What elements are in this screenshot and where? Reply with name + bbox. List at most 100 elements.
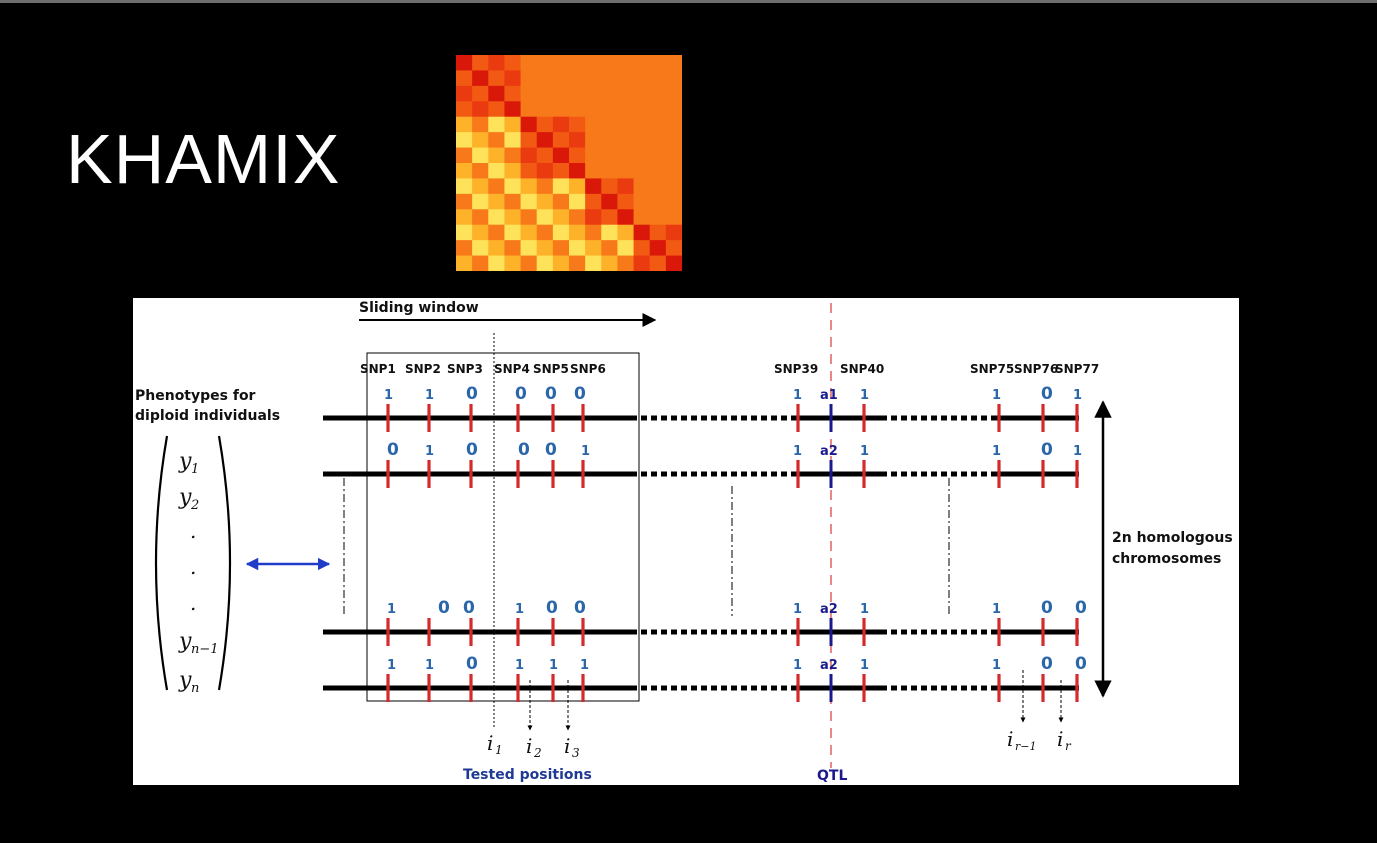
heatmap-cell <box>488 193 506 210</box>
heatmap-cell <box>472 178 489 195</box>
allele-value: 1 <box>860 658 869 673</box>
svg-text:i: i <box>487 731 493 755</box>
heatmap-cell <box>665 209 682 226</box>
snp-label: SNP40 <box>840 362 884 376</box>
tested-positions-label: Tested positions <box>463 767 592 783</box>
heatmap-cell <box>504 163 522 180</box>
heatmap-cell <box>488 132 506 149</box>
heatmap-cell <box>552 193 570 210</box>
heatmap-cell <box>536 193 554 210</box>
heatmap-cell <box>649 163 667 180</box>
heatmap-cell <box>633 55 651 72</box>
heatmap-cell <box>488 240 506 257</box>
heatmap-cell <box>520 70 538 87</box>
svg-text:2: 2 <box>533 746 542 760</box>
heatmap-cell <box>488 101 506 118</box>
allele-value: 0 <box>466 654 478 674</box>
svg-text:2: 2 <box>190 498 199 513</box>
allele-value: 1 <box>860 444 869 459</box>
heatmap-cell <box>536 116 554 133</box>
heatmap-cell <box>504 132 522 149</box>
heatmap-cell <box>520 101 538 118</box>
heatmap-cell <box>456 224 473 241</box>
heatmap-cell <box>472 255 489 271</box>
svg-text:1: 1 <box>495 743 503 757</box>
heatmap-cell <box>585 224 602 241</box>
heatmap-cell <box>601 193 619 210</box>
allele-value: 1 <box>992 602 1001 617</box>
heatmap-cell <box>536 240 554 257</box>
snp-label: SNP39 <box>774 362 818 376</box>
kinship-heatmap <box>456 55 682 271</box>
snp-label: SNP4 <box>494 362 530 376</box>
heatmap-cell <box>504 85 522 102</box>
heatmap-cell <box>617 163 635 180</box>
heatmap-cell <box>617 193 635 210</box>
top-border <box>0 0 1377 3</box>
allele-value: 0 <box>387 440 399 460</box>
heatmap-cell <box>633 132 651 149</box>
heatmap-cell <box>552 55 570 72</box>
heatmap-cell <box>456 193 473 210</box>
qtl-allele: a2 <box>820 658 838 673</box>
heatmap-cell <box>601 240 619 257</box>
heatmap-cell <box>536 163 554 180</box>
heatmap-cell <box>665 85 682 102</box>
sliding-window-label: Sliding window <box>359 300 479 316</box>
heatmap-cell <box>649 224 667 241</box>
heatmap-cell <box>633 85 651 102</box>
heatmap-cell <box>472 240 489 257</box>
heatmap-cell <box>601 116 619 133</box>
svg-text:n−1: n−1 <box>191 642 219 657</box>
allele-value: 0 <box>1075 598 1087 618</box>
ir-label: i r <box>1057 727 1072 753</box>
heatmap-cell <box>617 132 635 149</box>
heatmap-cell <box>472 70 489 87</box>
heatmap-cell <box>665 101 682 118</box>
heatmap-cell <box>472 209 489 226</box>
heatmap-cell <box>569 55 586 72</box>
heatmap-cell <box>552 178 570 195</box>
heatmap-cell <box>633 116 651 133</box>
allele-value: 1 <box>1073 388 1082 403</box>
allele-value: 1 <box>515 602 524 617</box>
allele-value: 0 <box>1041 654 1053 674</box>
heatmap-cell <box>601 132 619 149</box>
heatmap-cell <box>633 224 651 241</box>
heatmap-cell <box>617 240 635 257</box>
heatmap-cell <box>504 193 522 210</box>
heatmap-cell <box>520 116 538 133</box>
heatmap-cell <box>649 193 667 210</box>
heatmap-cell <box>649 178 667 195</box>
snp-labels: SNP1 SNP2 SNP3 SNP4 SNP5 SNP6 SNP39 SNP40 SNP75 S… <box>360 362 1099 376</box>
heatmap-cell <box>456 240 473 257</box>
heatmap-cell <box>617 147 635 164</box>
svg-text:i: i <box>1007 727 1013 751</box>
heatmap-cell <box>585 178 602 195</box>
heatmap-cell <box>520 163 538 180</box>
allele-value: 1 <box>549 658 558 673</box>
heatmap-cell <box>633 163 651 180</box>
heatmap-cell <box>633 101 651 118</box>
heatmap-cell <box>520 240 538 257</box>
allele-value: 0 <box>1075 654 1087 674</box>
heatmap-cell <box>504 255 522 271</box>
heatmap-cell <box>569 209 586 226</box>
heatmap-cell <box>472 147 489 164</box>
heatmap-cell <box>569 240 586 257</box>
heatmap-cell <box>456 209 473 226</box>
heatmap-cell <box>665 178 682 195</box>
heatmap-cell <box>488 55 506 72</box>
heatmap-cell <box>536 255 554 271</box>
snp-label: SNP2 <box>405 362 441 376</box>
heatmap-cell <box>456 70 473 87</box>
heatmap-cell <box>520 209 538 226</box>
heatmap-cell <box>633 70 651 87</box>
heatmap-cell <box>488 255 506 271</box>
heatmap-cell <box>617 209 635 226</box>
heatmap-cell <box>649 132 667 149</box>
heatmap-cell <box>601 85 619 102</box>
heatmap-cell <box>488 163 506 180</box>
allele-value: 0 <box>1041 384 1053 404</box>
heatmap-cell <box>504 240 522 257</box>
